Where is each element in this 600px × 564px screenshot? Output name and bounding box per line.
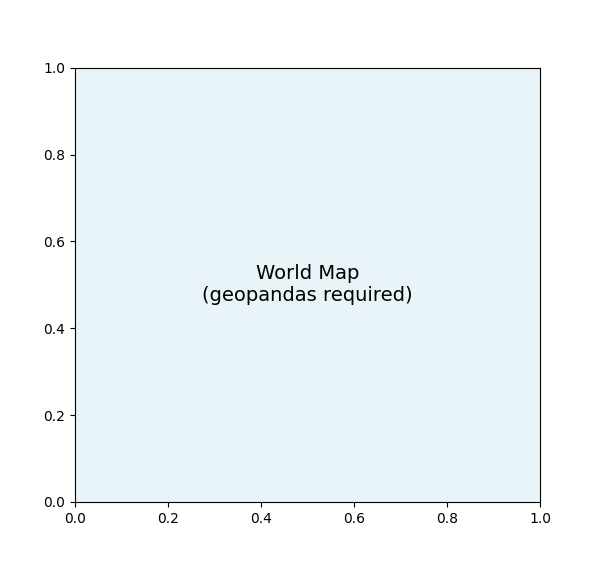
Text: World Map
(geopandas required): World Map (geopandas required) [202, 265, 413, 305]
